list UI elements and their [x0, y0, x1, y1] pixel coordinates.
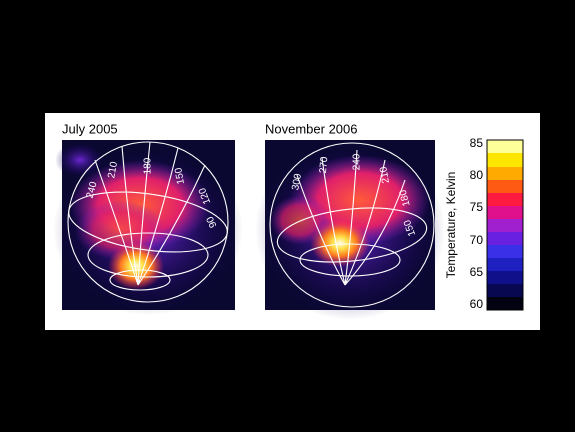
longitude-label: 270 [318, 156, 330, 174]
longitude-label: 180 [143, 157, 154, 174]
colorbar-tick: 80 [470, 168, 484, 182]
colorbar-tick: 75 [470, 200, 484, 214]
colorbar [487, 140, 523, 310]
colorbar-tick: 65 [470, 265, 484, 279]
map-right: 300 270 240 210 180 150 [255, 140, 445, 320]
colorbar-label: Temperature, Kelvin [444, 172, 458, 279]
colorbar-tick: 85 [470, 136, 484, 150]
figure: 240 210 180 150 120 90 July 2005 300 270… [0, 0, 575, 432]
panel-title: November 2006 [265, 121, 358, 136]
colorbar-tick: 60 [470, 297, 484, 311]
panel-title: July 2005 [62, 121, 118, 136]
longitude-label: 240 [352, 153, 363, 170]
colorbar-tick: 70 [470, 233, 484, 247]
map-left: 240 210 180 150 120 90 [53, 140, 243, 315]
